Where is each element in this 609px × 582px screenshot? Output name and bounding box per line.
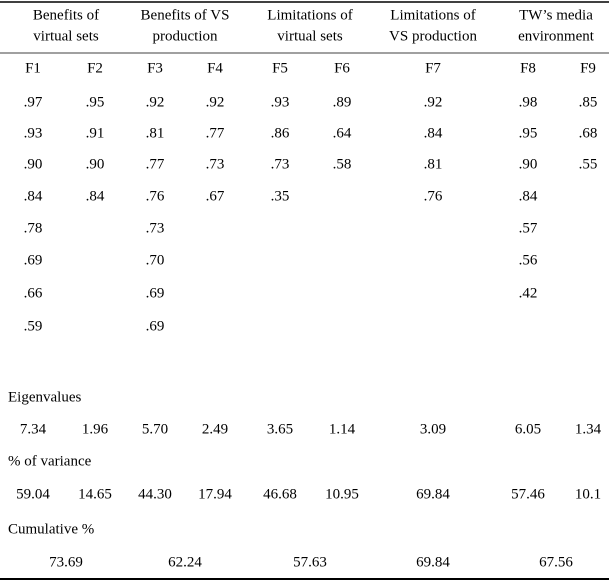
factor-header: F7: [425, 60, 441, 76]
cumulative-value: 73.69: [49, 554, 83, 570]
loading: .66: [24, 285, 43, 301]
loading: .92: [424, 94, 443, 110]
loading: .95: [519, 125, 538, 141]
loading: .69: [24, 252, 43, 268]
group-header: virtual sets: [277, 28, 343, 44]
loading: .84: [86, 188, 105, 204]
cumulative-value: 62.24: [168, 554, 202, 570]
row-label: Cumulative %: [8, 521, 94, 537]
loading: .64: [333, 125, 352, 141]
factor-header: F5: [272, 60, 288, 76]
loading: .55: [579, 156, 598, 172]
group-header: Benefits of: [33, 7, 99, 23]
factor-header: F8: [520, 60, 536, 76]
loading: .73: [146, 220, 165, 236]
loading: .84: [24, 188, 43, 204]
loading: .56: [519, 252, 538, 268]
factor-header: F3: [147, 60, 163, 76]
stat-value: 7.34: [20, 421, 47, 437]
loading: .57: [519, 220, 538, 236]
stat-value: 14.65: [78, 486, 112, 502]
loading: .76: [146, 188, 165, 204]
loading: .58: [333, 156, 352, 172]
loading: .95: [86, 94, 105, 110]
group-header: environment: [518, 28, 595, 44]
stat-value: 6.05: [515, 421, 541, 437]
stat-value: 1.96: [82, 421, 109, 437]
loading: .90: [24, 156, 43, 172]
stat-value: 10.1: [575, 486, 601, 502]
factor-header: F1: [25, 60, 41, 76]
stat-value: 44.30: [138, 486, 172, 502]
group-header: Benefits of VS: [141, 7, 230, 23]
stat-value: 59.04: [16, 486, 50, 502]
loading: .35: [271, 188, 290, 204]
loading: .68: [579, 125, 598, 141]
factor-header: F6: [334, 60, 350, 76]
loading: .93: [24, 125, 43, 141]
loading: .93: [271, 94, 290, 110]
loading: .91: [86, 125, 105, 141]
cumulative-value: 69.84: [416, 554, 450, 570]
group-header: Limitations of: [267, 7, 352, 23]
loading: .69: [146, 285, 165, 301]
factor-header: F4: [207, 60, 223, 76]
stat-value: 5.70: [142, 421, 168, 437]
stat-value: 69.84: [416, 486, 450, 502]
stat-value: 3.09: [420, 421, 446, 437]
loading: .81: [146, 125, 165, 141]
loading: .69: [146, 318, 165, 334]
loading: .97: [24, 94, 43, 110]
loading: .77: [146, 156, 165, 172]
factor-header: F9: [580, 60, 596, 76]
loading: .84: [519, 188, 538, 204]
loading: .85: [579, 94, 598, 110]
group-header: VS production: [389, 28, 477, 44]
row-label: % of variance: [8, 453, 92, 469]
loading: .90: [519, 156, 538, 172]
loading: .73: [271, 156, 290, 172]
loading: .59: [24, 318, 43, 334]
loading: .90: [86, 156, 105, 172]
stat-value: 2.49: [202, 421, 228, 437]
loading: .84: [424, 125, 443, 141]
loading: .76: [424, 188, 443, 204]
cumulative-value: 67.56: [539, 554, 573, 570]
loading: .78: [24, 220, 43, 236]
row-label: Eigenvalues: [8, 389, 81, 405]
stat-value: 3.65: [267, 421, 293, 437]
loading: .92: [206, 94, 225, 110]
stat-value: 57.46: [511, 486, 545, 502]
factor-header: F2: [87, 60, 103, 76]
group-header: TW’s media: [519, 7, 593, 23]
loading: .67: [206, 188, 225, 204]
cumulative-value: 57.63: [293, 554, 327, 570]
group-header: virtual sets: [33, 28, 99, 44]
group-header: Limitations of: [390, 7, 475, 23]
stat-value: 1.14: [329, 421, 356, 437]
loading: .92: [146, 94, 165, 110]
loading: .86: [271, 125, 290, 141]
loading: .89: [333, 94, 352, 110]
stat-value: 1.34: [575, 421, 602, 437]
loading: .77: [206, 125, 225, 141]
stat-value: 10.95: [325, 486, 359, 502]
loading: .81: [424, 156, 443, 172]
group-header: production: [153, 28, 218, 44]
loading: .98: [519, 94, 538, 110]
loading: .70: [146, 252, 165, 268]
stat-value: 17.94: [198, 486, 232, 502]
loading: .42: [519, 285, 538, 301]
loading: .73: [206, 156, 225, 172]
stat-value: 46.68: [263, 486, 297, 502]
